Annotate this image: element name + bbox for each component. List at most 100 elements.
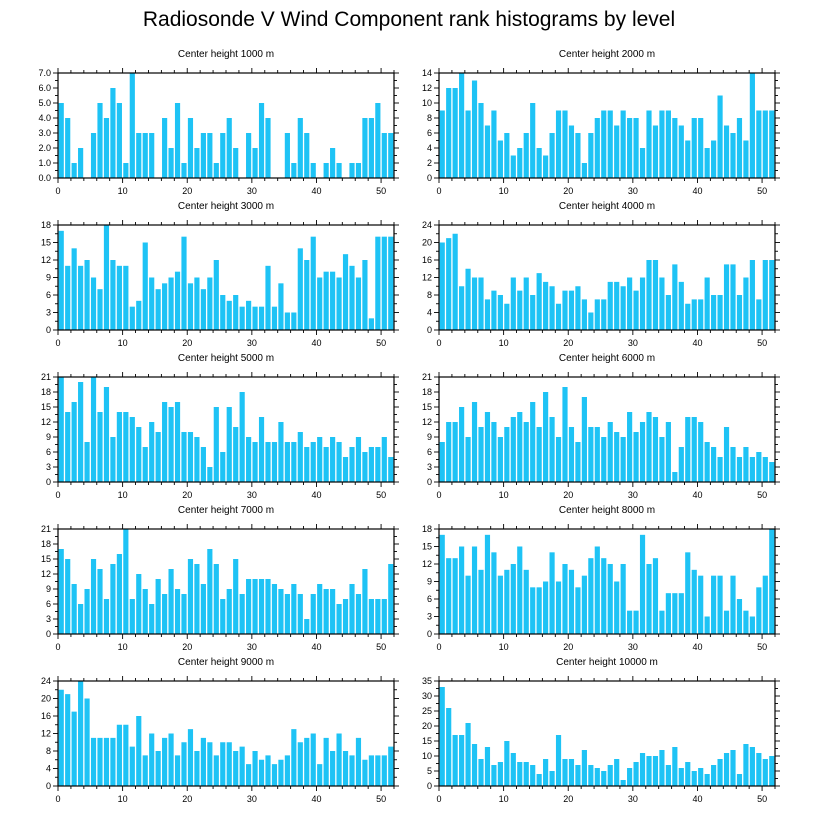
bar <box>607 564 613 634</box>
x-tick-label: 0 <box>55 490 60 500</box>
y-tick-label: 6 <box>46 599 51 609</box>
x-tick-label: 0 <box>55 186 60 196</box>
x-tick-label: 10 <box>118 490 128 500</box>
bar <box>129 306 135 330</box>
bar <box>762 457 768 482</box>
y-tick-label: 0 <box>427 629 432 639</box>
bar <box>65 559 71 634</box>
bar <box>368 755 374 787</box>
x-tick-label: 30 <box>247 186 257 196</box>
bar <box>543 392 549 482</box>
bar <box>265 755 271 787</box>
y-tick-label: 21 <box>422 372 432 382</box>
bar <box>478 759 484 786</box>
bar <box>756 587 762 634</box>
bar <box>330 751 336 786</box>
bar <box>246 133 252 178</box>
bar <box>633 290 639 331</box>
y-tick-label: 0 <box>427 173 432 183</box>
y-tick-label: 3.0 <box>38 128 51 138</box>
y-tick-label: 15 <box>422 402 432 412</box>
bar <box>504 741 510 786</box>
bar <box>252 442 258 482</box>
bar <box>594 427 600 482</box>
bar <box>233 751 239 786</box>
bar <box>181 594 187 634</box>
bar <box>568 290 575 331</box>
bar <box>84 589 90 634</box>
y-tick-label: 12 <box>41 729 51 739</box>
x-tick-label: 40 <box>692 794 702 804</box>
bar <box>71 248 77 330</box>
bar <box>530 587 536 634</box>
bar <box>685 303 691 330</box>
bar <box>665 110 671 178</box>
x-tick-label: 40 <box>692 490 702 500</box>
bar <box>129 417 135 482</box>
bar <box>310 594 316 634</box>
bar <box>246 579 252 634</box>
bar <box>659 437 665 482</box>
bar <box>174 402 181 482</box>
bar <box>510 417 516 482</box>
bar <box>123 163 129 178</box>
bar <box>278 589 284 634</box>
x-tick-label: 0 <box>436 642 441 652</box>
bar <box>614 281 620 331</box>
bar <box>213 564 219 634</box>
bar <box>84 698 90 786</box>
x-tick-label: 10 <box>118 338 128 348</box>
bar <box>226 589 232 634</box>
bar <box>103 737 110 787</box>
bar <box>375 447 381 482</box>
bar <box>355 277 362 330</box>
bar <box>723 610 730 634</box>
bar <box>601 771 607 786</box>
bar <box>743 447 749 482</box>
bar <box>284 755 290 787</box>
bar <box>471 402 478 482</box>
bar <box>116 724 122 786</box>
bar <box>226 742 232 786</box>
bar <box>555 437 562 482</box>
x-tick-label: 10 <box>499 338 509 348</box>
bar <box>330 589 336 634</box>
bar <box>633 118 639 178</box>
chart-panel-10: Center height 10000 m 0 10 20 30 40 50 0 5 10 15 20… <box>422 657 780 804</box>
bar <box>588 133 594 178</box>
bar <box>58 377 64 482</box>
bar <box>110 437 116 482</box>
x-tick-label: 40 <box>311 794 321 804</box>
bar <box>162 737 168 787</box>
y-tick-label: 9 <box>46 273 51 283</box>
bar <box>278 759 284 786</box>
x-tick-label: 50 <box>376 642 386 652</box>
bar <box>162 118 168 178</box>
bar <box>678 593 684 634</box>
bar <box>297 594 303 634</box>
bar <box>646 412 652 482</box>
y-tick-label: 12 <box>41 255 51 265</box>
bar <box>381 755 387 787</box>
bar <box>155 289 161 330</box>
y-tick-label: 0 <box>46 477 51 487</box>
bar <box>200 133 206 178</box>
x-tick-label: 10 <box>499 794 509 804</box>
bar <box>620 437 626 482</box>
bar <box>536 774 542 786</box>
bar <box>749 73 755 178</box>
bar <box>672 593 678 634</box>
bar <box>491 552 497 634</box>
y-tick-label: 24 <box>41 676 51 686</box>
bar <box>762 575 768 634</box>
bar <box>187 118 194 178</box>
bar <box>207 549 213 634</box>
bar <box>233 148 239 178</box>
bar <box>233 427 239 482</box>
x-tick-label: 40 <box>311 490 321 500</box>
bar <box>523 133 529 178</box>
bar <box>452 735 458 786</box>
bar <box>58 549 64 634</box>
x-tick-label: 0 <box>55 338 60 348</box>
bar <box>174 103 181 178</box>
